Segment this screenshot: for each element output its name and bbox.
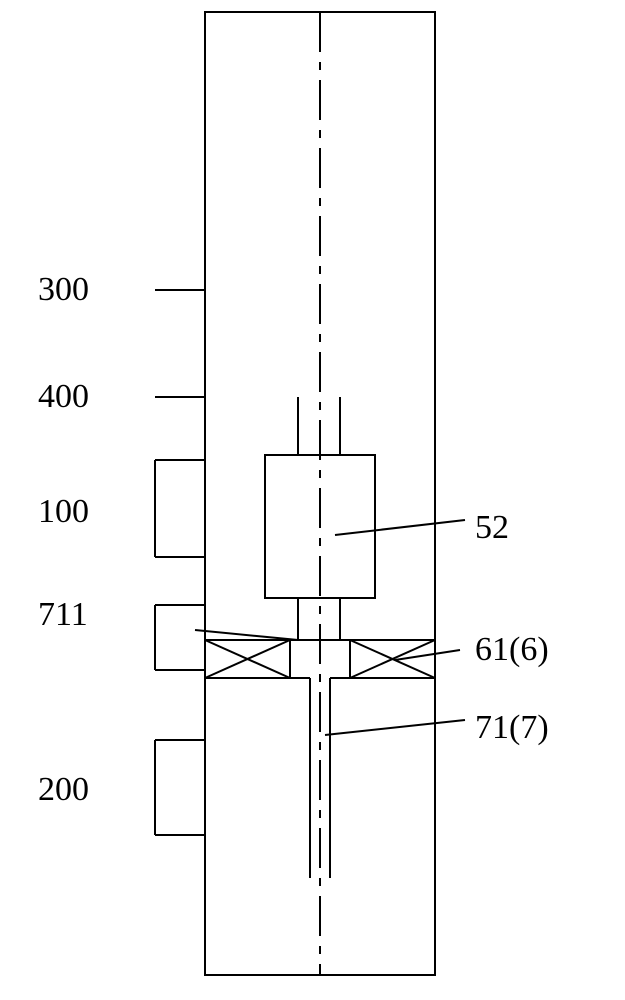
label-300: 300 bbox=[38, 271, 89, 308]
label-61: 61(6) bbox=[475, 631, 549, 668]
diagram-container: 300 400 100 711 200 52 61(6) 71(7) bbox=[0, 0, 625, 1000]
label-711: 711 bbox=[38, 596, 88, 633]
diagram-svg: 300 400 100 711 200 52 61(6) 71(7) bbox=[0, 0, 625, 1000]
label-200: 200 bbox=[38, 771, 89, 808]
label-400: 400 bbox=[38, 378, 89, 415]
label-71: 71(7) bbox=[475, 709, 549, 746]
label-52: 52 bbox=[475, 509, 509, 546]
label-100: 100 bbox=[38, 493, 89, 530]
